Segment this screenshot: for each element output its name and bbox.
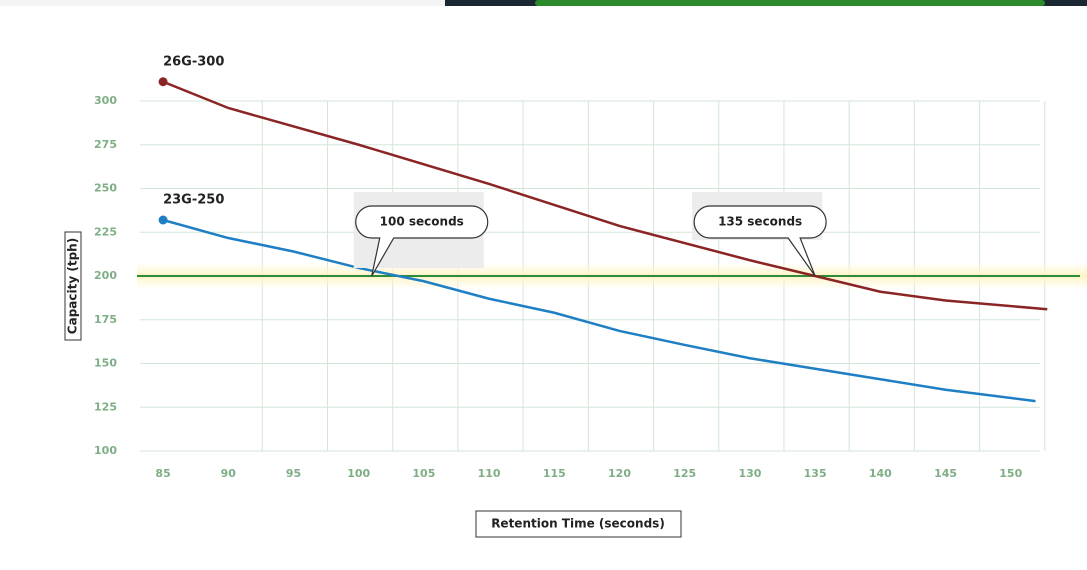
y-tick-label: 100 (94, 444, 117, 457)
callout-text: 135 seconds (718, 215, 802, 229)
series-start-dot (158, 215, 168, 225)
callout-text: 100 seconds (380, 215, 464, 229)
header-image (535, 0, 1045, 6)
y-tick-label: 175 (94, 313, 117, 326)
x-tick-label: 85 (155, 467, 170, 480)
callout (693, 205, 827, 277)
series-line (162, 218, 1036, 403)
y-tick-label: 250 (94, 182, 117, 195)
y-tick-label: 225 (94, 225, 117, 238)
x-tick-label: 100 (347, 467, 370, 480)
y-tick-label: 275 (94, 138, 117, 151)
x-tick-label: 140 (869, 467, 892, 480)
series-label: 23G-250 (163, 193, 224, 208)
y-label-box (64, 231, 82, 341)
callout (355, 205, 489, 277)
series-line (162, 80, 1048, 311)
x-tick-label: 115 (543, 467, 566, 480)
x-tick-label: 130 (738, 467, 761, 480)
x-tick-label: 110 (478, 467, 501, 480)
x-tick-label: 95 (286, 467, 301, 480)
x-tick-label: 125 (673, 467, 696, 480)
y-tick-label: 200 (94, 269, 117, 282)
y-tick-label: 300 (94, 94, 117, 107)
y-tick-label: 125 (94, 400, 117, 413)
y-tick-label: 150 (94, 357, 117, 370)
x-tick-label: 145 (934, 467, 957, 480)
series-label: 26G-300 (163, 54, 224, 69)
x-axis-label: Retention Time (seconds) (491, 517, 665, 531)
x-tick-label: 135 (804, 467, 827, 480)
x-label-box (475, 510, 682, 538)
x-tick-label: 90 (221, 467, 237, 480)
x-tick-label: 105 (412, 467, 435, 480)
x-tick-label: 120 (608, 467, 631, 480)
series-start-dot (158, 77, 168, 87)
y-axis-label: Capacity (tph) (66, 238, 80, 334)
x-tick-label: 150 (999, 467, 1022, 480)
